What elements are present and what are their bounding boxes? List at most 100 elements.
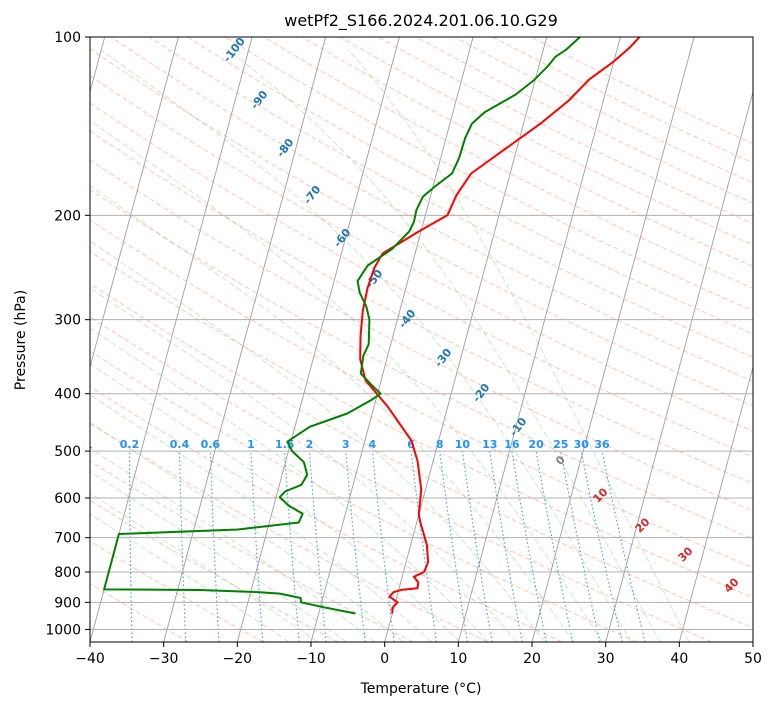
- mixing-ratio-label: 8: [436, 438, 444, 451]
- mixing-ratio-label: 0.1: [73, 438, 93, 451]
- moist-adiabat: [90, 119, 603, 642]
- dry-adiabat: [90, 316, 712, 642]
- x-tick-label: −30: [149, 651, 179, 667]
- y-tick-label: 900: [54, 595, 81, 611]
- moist-adiabat: [90, 422, 404, 642]
- x-tick-label: −20: [223, 651, 253, 667]
- mixing-ratio-label: 2: [306, 438, 314, 451]
- moist-adiabat: [90, 185, 575, 642]
- isotherm-line: [90, 37, 179, 369]
- dry-adiabat: [90, 130, 753, 485]
- x-tick-label: −10: [296, 651, 326, 667]
- grid-layer: 0.1 0.2 0.4 0.6 1 1.5 2 3 4 6 8 10 13 16 20 25 30 36-100-…: [73, 35, 753, 642]
- temperature-profile-line: [359, 37, 641, 614]
- mixing-ratio-label: 1: [247, 438, 255, 451]
- x-axis-label: Temperature (°C): [360, 681, 482, 697]
- mixing-ratio-label: 25: [553, 438, 568, 451]
- chart-title: wetPf2_S166.2024.201.06.10.G29: [284, 11, 558, 31]
- x-tick-label: 40: [670, 651, 688, 667]
- mixing-ratio-line: [535, 451, 574, 642]
- isotherm-line: [384, 37, 548, 642]
- isotherm-label: -20: [470, 381, 493, 405]
- dry-adiabat: [90, 48, 753, 407]
- isotherm-line: [752, 640, 753, 642]
- series-layer: [103, 37, 641, 615]
- dry-adiabat: [454, 37, 753, 184]
- dry-adiabat: [90, 422, 488, 642]
- mixing-ratio-line: [128, 451, 133, 642]
- mixing-ratio-label: 0.4: [170, 438, 190, 451]
- dry-adiabat: [90, 159, 753, 512]
- mixing-ratio-label: 20: [528, 438, 544, 451]
- dry-adiabat: [263, 37, 753, 289]
- y-tick-label: 700: [54, 531, 81, 547]
- y-tick-label: 600: [54, 491, 81, 507]
- y-axis-label: Pressure (hPa): [13, 290, 29, 390]
- y-tick-label: 200: [54, 208, 81, 224]
- mixing-ratio-line: [560, 451, 601, 642]
- moist-adiabat: [90, 240, 546, 642]
- theta-e-label: 40: [722, 575, 742, 595]
- x-tick-label: −40: [75, 651, 105, 667]
- y-tick-label: 800: [54, 565, 81, 581]
- mixing-ratio-line: [461, 451, 493, 642]
- dry-adiabat: [90, 219, 753, 569]
- mixing-ratio-line: [410, 451, 437, 642]
- moist-adiabat: [100, 49, 632, 642]
- isotherm-line: [531, 37, 695, 642]
- mixing-ratio-line: [511, 451, 547, 642]
- mixing-ratio-label: 4: [368, 438, 376, 451]
- dry-adiabat: [90, 460, 414, 642]
- mixing-ratio-line: [580, 450, 623, 642]
- mixing-ratio-label: 10: [455, 438, 471, 451]
- theta-e-label: 10: [591, 485, 611, 505]
- dewpoint-profile-line: [103, 37, 581, 615]
- isotherm-line: [310, 37, 474, 642]
- mixing-ratio-line: [250, 451, 264, 642]
- mixing-ratio-line: [439, 451, 469, 642]
- isotherm-label: -10: [507, 415, 530, 439]
- moist-adiabat: [227, 49, 661, 642]
- dry-adiabat: [90, 188, 753, 540]
- x-tick-label: 20: [523, 651, 541, 667]
- moist-adiabat: [90, 394, 432, 642]
- y-tick-label: 500: [54, 444, 81, 460]
- mixing-ratio-line: [489, 451, 523, 642]
- isotherm-label: -90: [248, 88, 271, 112]
- y-tick-label: 300: [54, 313, 81, 329]
- moist-adiabat: [90, 327, 489, 642]
- mixing-ratio-label: 6: [407, 438, 415, 451]
- mixing-ratio-label: 13: [482, 438, 497, 451]
- moist-adiabat: [347, 49, 690, 642]
- isotherm-label: -100: [221, 35, 248, 65]
- mixing-ratio-label: 36: [594, 438, 610, 451]
- isotherm-line: [457, 37, 621, 642]
- isotherm-label: -30: [432, 346, 455, 370]
- theta-e-label: 30: [676, 544, 696, 564]
- x-tick-label: 10: [449, 651, 467, 667]
- dry-adiabat: [90, 250, 753, 599]
- mixing-ratio-line: [371, 451, 395, 642]
- dry-adiabat: [377, 37, 753, 225]
- dry-adiabat: [339, 37, 753, 246]
- mixing-ratio-label: 16: [504, 438, 520, 451]
- mixing-ratio-label: 0.2: [120, 438, 140, 451]
- axes-layer: −40 −30 −20 −10 0 10 20 30 40 5010020030040050060…: [45, 30, 762, 667]
- dry-adiabat: [90, 386, 563, 642]
- dry-adiabat: [90, 102, 753, 458]
- isotherm-line: [163, 37, 327, 642]
- isotherm-line: [678, 365, 753, 642]
- dry-adiabat: [90, 499, 339, 642]
- mixing-ratio-label: 30: [574, 438, 590, 451]
- dry-adiabat: [225, 37, 753, 312]
- mixing-ratio-label: 0.6: [201, 438, 221, 451]
- isotherm-line: [236, 37, 400, 642]
- dry-adiabat: [90, 582, 190, 642]
- moist-adiabat: [90, 287, 517, 642]
- mixing-ratio-line: [284, 451, 300, 642]
- dry-adiabat: [530, 37, 753, 145]
- plot-frame: [89, 36, 754, 643]
- dry-adiabat: [90, 283, 753, 629]
- y-tick-label: 1000: [45, 622, 81, 638]
